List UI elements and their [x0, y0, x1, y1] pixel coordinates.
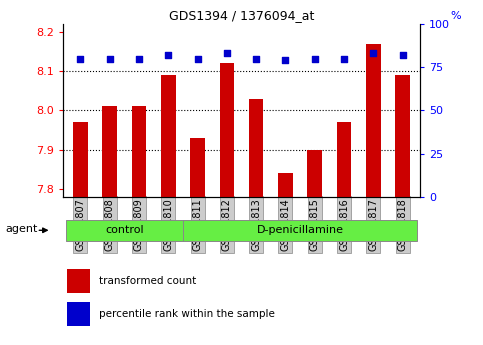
Point	[135, 56, 143, 61]
Bar	[249, 99, 263, 197]
Bar	[278, 173, 293, 197]
Bar	[366, 44, 381, 197]
FancyBboxPatch shape	[183, 219, 417, 241]
Point	[252, 56, 260, 61]
Bar	[307, 150, 322, 197]
Text: percentile rank within the sample: percentile rank within the sample	[99, 309, 275, 319]
Point	[340, 56, 348, 61]
Text: D-penicillamine: D-penicillamine	[256, 225, 343, 235]
Bar	[220, 63, 234, 197]
Point	[399, 52, 407, 58]
Point	[164, 52, 172, 58]
Text: %: %	[451, 11, 461, 21]
Bar	[161, 75, 176, 197]
Bar	[73, 122, 88, 197]
Point	[106, 56, 114, 61]
Point	[76, 56, 84, 61]
Point	[194, 56, 201, 61]
Bar	[395, 75, 410, 197]
FancyBboxPatch shape	[66, 219, 183, 241]
Bar	[337, 122, 351, 197]
Point	[311, 56, 319, 61]
Bar	[67, 269, 90, 293]
Text: agent: agent	[5, 224, 37, 234]
Point	[369, 51, 377, 56]
Bar	[132, 107, 146, 197]
Bar	[67, 302, 90, 326]
Title: GDS1394 / 1376094_at: GDS1394 / 1376094_at	[169, 9, 314, 22]
Point	[223, 51, 231, 56]
Point	[282, 58, 289, 63]
Bar	[102, 107, 117, 197]
Text: control: control	[105, 225, 143, 235]
Bar	[190, 138, 205, 197]
Text: transformed count: transformed count	[99, 276, 197, 286]
